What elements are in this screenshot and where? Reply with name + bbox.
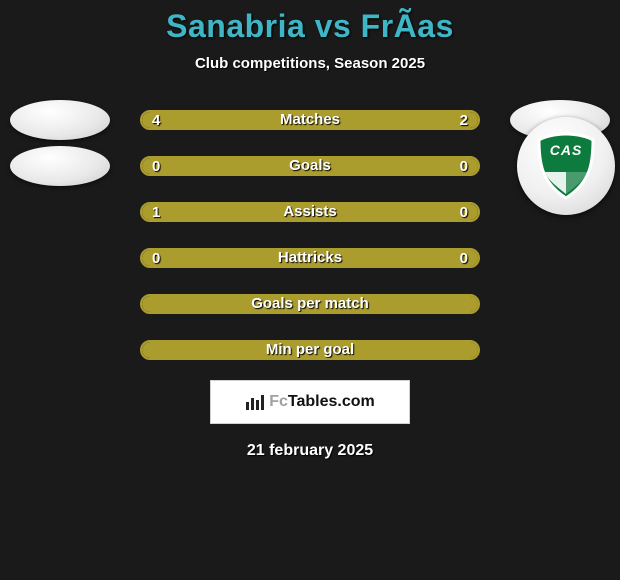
stat-label: Matches (142, 112, 478, 128)
stat-row-hattricks: 0 Hattricks 0 (0, 248, 620, 268)
stat-label: Min per goal (142, 342, 478, 358)
bar-track: 4 Matches 2 (140, 110, 480, 130)
page-subtitle: Club competitions, Season 2025 (195, 55, 425, 72)
page-title: Sanabria vs FrÃ­as (166, 8, 454, 45)
comparison-card: Sanabria vs FrÃ­as Club competitions, Se… (0, 0, 620, 580)
stat-row-mpg: Min per goal (0, 340, 620, 360)
bar-track: Min per goal (140, 340, 480, 360)
brand-text: FcTables.com (269, 393, 375, 411)
stat-row-gpm: Goals per match (0, 294, 620, 314)
stat-value-right: 0 (460, 158, 468, 175)
stat-row-matches: 4 Matches 2 (0, 110, 620, 130)
stat-value-right: 0 (460, 250, 468, 267)
stat-row-goals: 0 Goals 0 CAS (0, 156, 620, 176)
player-avatar-left (10, 100, 110, 140)
club-badge-right: CAS (517, 117, 615, 215)
bar-track: 0 Hattricks 0 (140, 248, 480, 268)
brand-badge[interactable]: FcTables.com (210, 380, 410, 424)
stat-label: Goals per match (142, 296, 478, 312)
stats-area: 4 Matches 2 0 Goals 0 (0, 110, 620, 360)
stat-label: Goals (142, 158, 478, 174)
bar-track: 1 Assists 0 (140, 202, 480, 222)
bar-track: 0 Goals 0 (140, 156, 480, 176)
stat-label: Assists (142, 204, 478, 220)
stat-value-right: 2 (460, 112, 468, 129)
bar-track: Goals per match (140, 294, 480, 314)
date-label: 21 february 2025 (247, 442, 373, 460)
club-badge-text: CAS (535, 142, 597, 158)
stat-value-right: 0 (460, 204, 468, 221)
bars-icon (245, 394, 265, 410)
player-avatar-left (10, 146, 110, 186)
stat-row-assists: 1 Assists 0 (0, 202, 620, 222)
shield-icon: CAS (535, 132, 597, 200)
stat-label: Hattricks (142, 250, 478, 266)
